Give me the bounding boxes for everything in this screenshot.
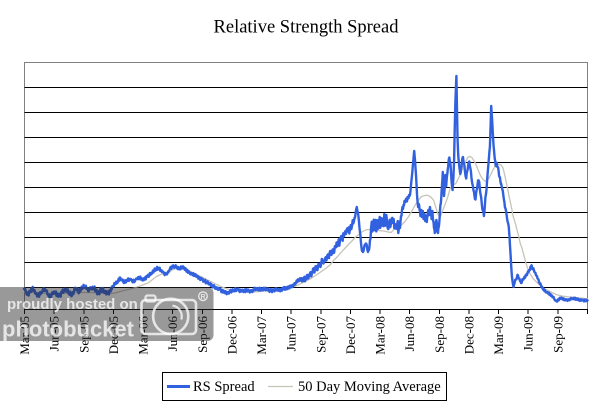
svg-text:Jun-05: Jun-05 [47,316,62,351]
svg-text:Dec-06: Dec-06 [224,316,239,355]
svg-text:Dec-08: Dec-08 [462,316,477,354]
svg-text:Mar-09: Mar-09 [491,316,506,355]
svg-text:R: R [200,294,205,301]
svg-text:Relative Strength Spread: Relative Strength Spread [214,18,400,38]
svg-text:Jun-07: Jun-07 [284,316,299,352]
svg-text:proudly hosted on: proudly hosted on [7,296,138,313]
svg-text:Mar-07: Mar-07 [254,316,269,355]
svg-text:50 Day Moving Average: 50 Day Moving Average [298,379,441,395]
svg-text:Jun-09: Jun-09 [521,316,536,351]
svg-text:Sep-06: Sep-06 [195,316,210,353]
svg-text:Sep-09: Sep-09 [550,316,565,353]
svg-text:Mar-05: Mar-05 [17,316,32,355]
svg-text:Sep-08: Sep-08 [432,316,447,353]
svg-text:Mar-06: Mar-06 [136,316,151,355]
svg-text:Dec-05: Dec-05 [106,316,121,354]
svg-text:Sep-05: Sep-05 [76,316,91,353]
svg-text:RS Spread: RS Spread [193,379,255,395]
svg-text:Jun-08: Jun-08 [402,316,417,351]
svg-text:Dec-07: Dec-07 [343,316,358,355]
svg-text:Sep-07: Sep-07 [313,316,328,353]
svg-text:Mar-08: Mar-08 [373,316,388,355]
svg-text:photobucket: photobucket [2,317,135,342]
